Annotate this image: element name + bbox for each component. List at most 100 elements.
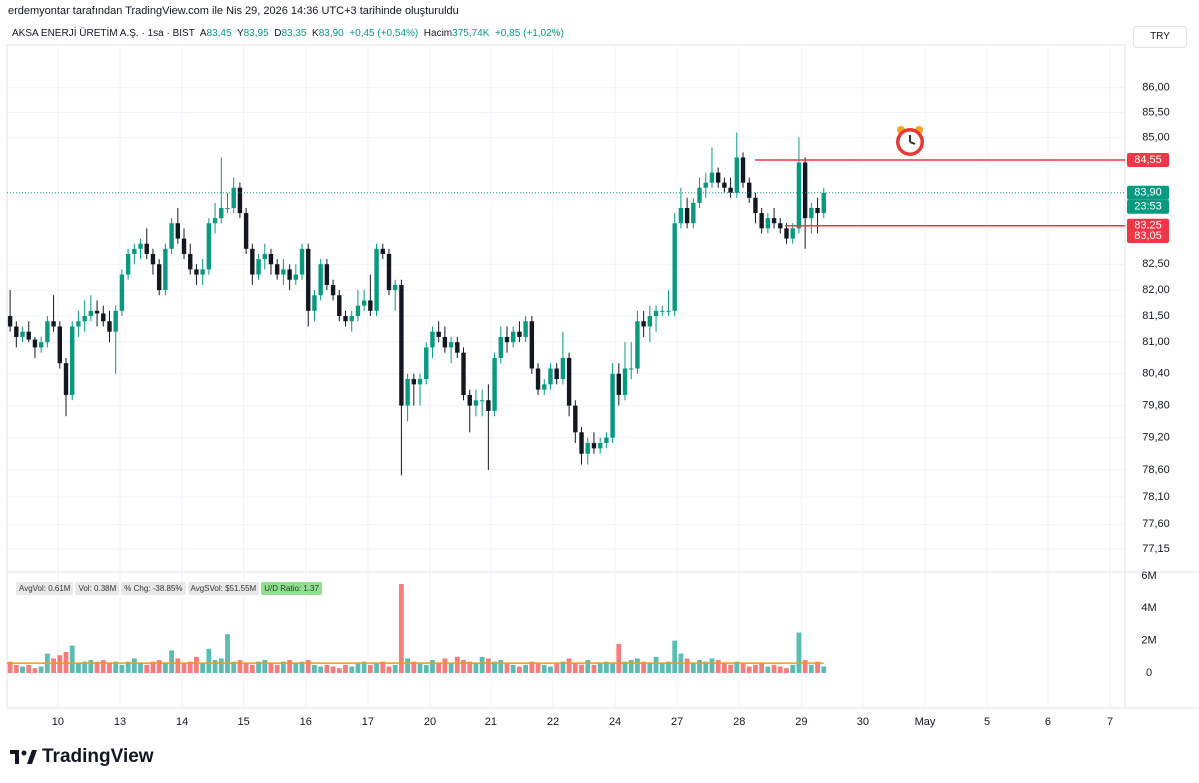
currency-button[interactable]: TRY xyxy=(1133,26,1187,48)
volume-bar xyxy=(336,668,342,673)
candle-body xyxy=(542,384,547,390)
candle-body xyxy=(604,437,609,444)
volume-tick-label: 6M xyxy=(1141,570,1156,582)
volume-tick-label: 0 xyxy=(1146,667,1152,679)
volume-bar xyxy=(231,661,237,673)
volume-bar xyxy=(504,663,510,673)
brand: TradingView xyxy=(42,746,154,767)
value: 83,35 xyxy=(281,28,307,39)
volume-bar xyxy=(57,655,63,673)
volume-bar xyxy=(430,660,435,673)
candle-body xyxy=(299,248,305,275)
volume-bar xyxy=(672,640,678,673)
volume-bar xyxy=(666,661,671,673)
grid xyxy=(7,45,1125,708)
candle-body xyxy=(7,316,13,327)
candle-body xyxy=(666,310,671,312)
candle-body xyxy=(200,269,205,275)
volume-bar xyxy=(206,648,212,673)
candle-body xyxy=(442,336,448,348)
candle-body xyxy=(703,182,708,188)
candle-body xyxy=(32,339,38,348)
candle-body xyxy=(188,253,193,270)
volume-bar xyxy=(628,660,634,673)
volume-bar xyxy=(436,663,442,673)
x-tick-label: 20 xyxy=(424,716,436,728)
indicator-legend: AvgVol: 0.61M Vol: 0.38M% Chg: -38.85% Avg… xyxy=(16,582,324,595)
candle-body xyxy=(430,331,435,348)
change: +0,45 (+0,54%) xyxy=(349,28,419,39)
volume-bar xyxy=(448,663,454,673)
candle-body xyxy=(76,321,81,327)
candle-body xyxy=(138,243,143,249)
candle-body xyxy=(815,207,820,214)
volume-bar xyxy=(237,660,243,673)
volume-bar xyxy=(548,666,553,673)
candle-body xyxy=(554,368,559,380)
candle-body xyxy=(610,373,615,438)
volume-bar xyxy=(212,660,218,673)
label: D xyxy=(274,28,282,39)
volume-bar xyxy=(610,663,615,673)
volume-bar xyxy=(461,660,466,673)
alarm-icon xyxy=(896,126,924,156)
volume-bar xyxy=(7,661,13,673)
candle-body xyxy=(386,253,392,291)
volume-bar xyxy=(299,661,305,673)
label: K xyxy=(312,28,319,39)
label: Y xyxy=(236,28,244,39)
x-tick-label: 29 xyxy=(795,716,807,728)
candle-body xyxy=(374,248,379,311)
volume-bar xyxy=(374,663,379,673)
candle-body xyxy=(653,310,659,317)
indicator-stat: U/D Ratio: 1.37 xyxy=(261,582,322,595)
candle-body xyxy=(231,187,236,208)
candle-body xyxy=(144,243,149,254)
candle-body xyxy=(504,336,510,343)
candle-body xyxy=(436,331,441,337)
volume-bar xyxy=(715,660,721,673)
candle-body xyxy=(802,162,808,219)
y-tick-label: 86,00 xyxy=(1142,82,1170,94)
candle-body xyxy=(498,336,503,358)
indicator-stat: AvgVol: 0.61M xyxy=(16,582,74,595)
volume-bar xyxy=(498,660,504,673)
candle-body xyxy=(616,373,621,395)
candle-body xyxy=(597,443,603,449)
volume-bar xyxy=(790,664,796,673)
candle-body xyxy=(691,202,696,224)
y-tick-label: 82,00 xyxy=(1142,284,1170,296)
price-tag-bg xyxy=(1127,185,1169,200)
label: Hacim xyxy=(423,28,453,39)
value: 83,95 xyxy=(243,28,269,39)
volume-bar xyxy=(771,664,777,673)
volume-bar xyxy=(529,661,535,673)
volume-bar xyxy=(131,658,137,673)
volume-bar xyxy=(51,658,56,673)
candle-body xyxy=(821,192,826,214)
volume-bar xyxy=(572,663,578,673)
volume-bar xyxy=(367,664,373,673)
candle-body xyxy=(660,310,665,312)
volume-bar xyxy=(343,664,348,673)
candle-body xyxy=(573,405,578,433)
candle-body xyxy=(560,357,566,380)
volume-bar xyxy=(100,660,106,673)
volume-bar xyxy=(181,663,187,673)
y-tick-label: 79,20 xyxy=(1142,432,1170,444)
volume-bar xyxy=(249,664,255,673)
price-tag: 83,90 xyxy=(1134,187,1162,199)
x-tick-label: 5 xyxy=(984,716,990,728)
volume-bar xyxy=(324,664,330,673)
candle-body xyxy=(119,274,125,311)
candle-body xyxy=(63,363,69,395)
volume-bar xyxy=(274,664,280,673)
symbol: AKSA ENERJİ ÜRETİM A.Ş. · 1sa · BIST xyxy=(12,28,195,39)
volume-bar xyxy=(815,661,820,673)
candle-body xyxy=(709,172,715,183)
volume-tick-label: 2M xyxy=(1141,635,1156,647)
candle-body xyxy=(175,223,181,239)
candle-body xyxy=(809,207,814,219)
candle-body xyxy=(629,368,634,370)
volume-bar xyxy=(349,666,355,673)
